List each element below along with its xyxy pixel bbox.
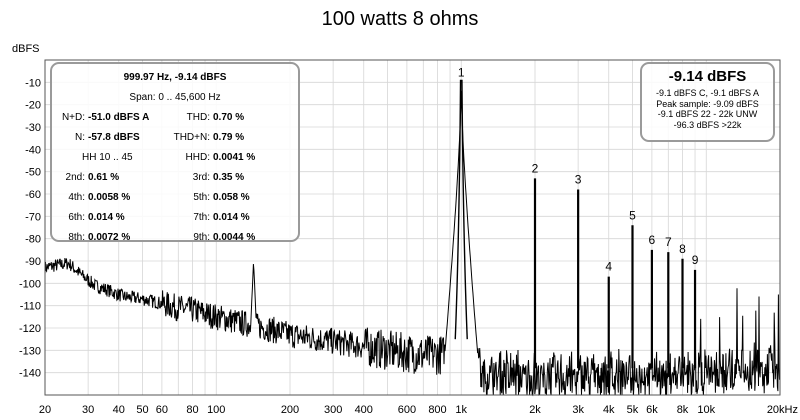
hhd-value: 0.0041 % <box>213 152 256 163</box>
y-tick-label: -130 <box>19 345 41 357</box>
metrics-row-hh-hhd: HH 10 .. 45 HHD: 0.0041 % <box>52 148 298 168</box>
x-tick-label: 5k <box>627 404 639 416</box>
h5-value: 0.058 % <box>213 192 250 203</box>
h2-value: 0.61 % <box>88 172 120 183</box>
x-tick-label: 20kHz <box>767 404 798 416</box>
h8-value: 0.0072 % <box>88 232 131 243</box>
nd-value: -51.0 dBFS A <box>88 112 150 123</box>
h4-label: 4th: <box>68 192 85 203</box>
thdn-label: THD+N: <box>173 132 210 143</box>
x-tick-label: 2k <box>529 404 541 416</box>
thd-label: THD: <box>186 112 210 123</box>
harmonic-7-label: 7 <box>665 235 672 249</box>
thd-value: 0.70 % <box>213 112 245 123</box>
h6-value: 0.014 % <box>88 212 125 223</box>
metrics-panel: 999.97 Hz, -9.14 dBFS Span: 0 .. 45,600 … <box>50 62 300 243</box>
y-tick-label: -70 <box>25 211 41 223</box>
weighted-levels: -9.1 dBFS C, -9.1 dBFS A <box>655 88 760 98</box>
y-tick-label: -60 <box>25 189 41 201</box>
y-tick-label: -140 <box>19 368 41 380</box>
x-tick-label: 300 <box>324 404 342 416</box>
metrics-row-h2-h3: 2nd: 0.61 % 3rd: 0.35 % <box>52 168 298 188</box>
x-tick-label: 10k <box>697 404 715 416</box>
chart-title: 100 watts 8 ohms <box>321 8 479 30</box>
y-tick-label: -10 <box>25 77 41 89</box>
span-readout: Span: 0 .. 45,600 Hz <box>129 92 221 103</box>
x-tick-label: 200 <box>281 404 299 416</box>
metrics-row-h8-h9: 8th: 0.0072 % 9th: 0.0044 % <box>52 228 298 248</box>
y-tick-label: -120 <box>19 323 41 335</box>
x-tick-label: 80 <box>186 404 198 416</box>
peak-level-value: -9.14 dBFS <box>668 68 747 85</box>
h7-label: 7th: <box>193 212 210 223</box>
n-label: N: <box>75 132 85 143</box>
peak-sample: Peak sample: -9.09 dBFS <box>656 98 759 109</box>
peak-level-panel: -9.14 dBFS -9.1 dBFS C, -9.1 dBFS A Peak… <box>640 62 775 142</box>
h5-label: 5th: <box>193 192 210 203</box>
h9-label: 9th: <box>193 232 210 243</box>
x-tick-label: 40 <box>113 404 125 416</box>
plot-frame <box>44 59 781 396</box>
fundamental-label: 1 <box>458 65 465 79</box>
noise-floor-trace <box>44 90 781 397</box>
freq-level-readout: 999.97 Hz, -9.14 dBFS <box>123 72 227 83</box>
axis-ticks: -10 -20 -30 -40 -50 -60 -70 -80 -90 -100 -110 -120 -… <box>19 77 798 416</box>
unweighted-level: -9.1 dBFS 22 - 22k UNW <box>657 109 758 119</box>
x-tick-label: 8k <box>677 404 689 416</box>
y-tick-label: -30 <box>25 122 41 134</box>
x-tick-label: 20 <box>39 404 51 416</box>
fundamental-peak <box>454 79 468 340</box>
x-tick-label: 6k <box>646 404 658 416</box>
h3-value: 0.35 % <box>213 172 245 183</box>
x-tick-label: 50 <box>136 404 148 416</box>
metrics-row-n-thdn: N: -57.8 dBFS THD+N: 0.79 % <box>52 128 298 148</box>
above-22k-level: -96.3 dBFS >22k <box>673 119 742 130</box>
hhd-label: HHD: <box>185 152 210 163</box>
x-tick-label: 3k <box>572 404 584 416</box>
x-tick-label: 100 <box>207 404 225 416</box>
harmonic-2-label: 2 <box>532 161 539 175</box>
x-tick-label: 1k <box>455 404 467 416</box>
x-tick-label: 400 <box>355 404 373 416</box>
y-tick-label: -40 <box>25 144 41 156</box>
x-tick-label: 60 <box>156 404 168 416</box>
y-tick-label: -110 <box>20 301 41 313</box>
y-tick-label: -80 <box>25 234 41 246</box>
thdn-value: 0.79 % <box>213 132 245 143</box>
harmonic-labels: 2 3 4 56 7 89 1 <box>458 65 699 273</box>
x-tick-label: 4k <box>603 404 615 416</box>
metrics-row-h4-h5: 4th: 0.0058 % 5th: 0.058 % <box>52 188 298 208</box>
y-tick-label: -100 <box>19 278 41 290</box>
harmonic-3-label: 3 <box>575 173 582 187</box>
h7-value: 0.014 % <box>213 212 250 223</box>
h6-label: 6th: <box>68 212 85 223</box>
y-tick-label: -90 <box>25 256 41 268</box>
metrics-row-nd-thd: N+D: -51.0 dBFS A THD: 0.70 % <box>52 108 298 128</box>
nd-label: N+D: <box>61 112 85 123</box>
h2-label: 2nd: <box>65 172 85 183</box>
hh-range-label: HH 10 .. 45 <box>82 152 133 163</box>
harmonic-4-label: 4 <box>605 260 612 274</box>
h4-value: 0.0058 % <box>88 192 131 203</box>
x-tick-label: 800 <box>428 404 446 416</box>
h8-label: 8th: <box>68 232 85 243</box>
harmonic-6-label: 6 <box>649 233 656 247</box>
n-value: -57.8 dBFS <box>88 132 140 143</box>
y-tick-label: -20 <box>25 100 41 112</box>
harmonic-9-label: 9 <box>692 253 699 267</box>
y-tick-label: -50 <box>25 167 41 179</box>
x-tick-label: 30 <box>82 404 94 416</box>
spectrum-trace <box>44 79 781 397</box>
harmonic-5-label: 5 <box>629 208 636 222</box>
h9-value: 0.0044 % <box>213 232 256 243</box>
x-tick-label: 600 <box>398 404 416 416</box>
y-axis-label: dBFS <box>12 43 40 55</box>
metrics-row-h6-h7: 6th: 0.014 % 7th: 0.014 % <box>52 208 298 228</box>
h3-label: 3rd: <box>192 172 210 183</box>
harmonic-8-label: 8 <box>679 242 686 256</box>
